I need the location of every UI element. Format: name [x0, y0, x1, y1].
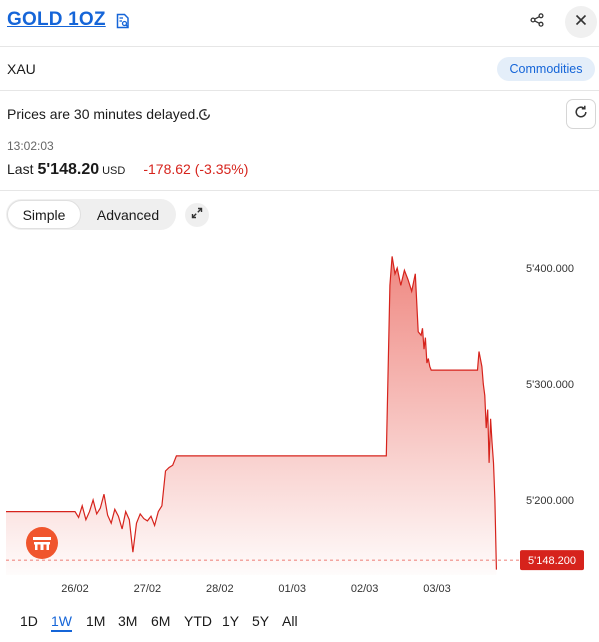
- x-tick-label: 28/02: [206, 583, 234, 595]
- range-ytd[interactable]: YTD: [184, 613, 212, 629]
- range-all[interactable]: All: [282, 613, 298, 629]
- quote-time: 13:02:03: [7, 139, 54, 153]
- y-tick-label: 5'400.000: [526, 263, 574, 275]
- last-price: 5'148.20: [37, 161, 100, 178]
- y-tick-label: 5'300.000: [526, 379, 574, 391]
- price-chart[interactable]: 5'400.000 5'300.000 5'200.000 26/02 27/02 28…: [0, 240, 599, 598]
- range-1y[interactable]: 1Y: [222, 613, 240, 629]
- x-tick-label: 27/02: [134, 583, 162, 595]
- expand-icon: [191, 206, 203, 224]
- share-icon: [530, 12, 544, 32]
- close-button[interactable]: [565, 6, 597, 38]
- range-3m[interactable]: 3M: [118, 613, 138, 629]
- last-label: Last: [7, 161, 34, 177]
- price-area: [6, 256, 497, 575]
- symbol-row: XAU Commodities: [0, 47, 599, 91]
- price-change: -178.62 (-3.35%): [143, 161, 249, 177]
- document-search-icon[interactable]: [116, 13, 130, 29]
- current-price-badge: [520, 550, 584, 571]
- range-6m[interactable]: 6M: [151, 613, 171, 629]
- range-1w[interactable]: 1W: [51, 613, 72, 632]
- x-tick-label: 02/03: [351, 583, 379, 595]
- share-button[interactable]: [521, 6, 553, 38]
- toggle-advanced[interactable]: Advanced: [96, 206, 160, 223]
- currency-label: USD: [102, 165, 126, 177]
- symbol-label: XAU: [7, 61, 36, 77]
- x-tick-label: 26/02: [61, 583, 89, 595]
- range-selector: 1D 1W 1M 3M 6M YTD 1Y 5Y All: [0, 611, 599, 633]
- x-tick-label: 01/03: [278, 583, 306, 595]
- toggle-simple[interactable]: Simple: [7, 200, 81, 229]
- category-badge[interactable]: Commodities: [497, 57, 595, 81]
- delay-notice: Prices are 30 minutes delayed.: [7, 106, 200, 122]
- clock-icon: [198, 108, 211, 126]
- range-1d[interactable]: 1D: [20, 613, 38, 629]
- page-title[interactable]: GOLD 1OZ: [7, 9, 106, 30]
- current-price-label: 5'148.200: [528, 555, 576, 567]
- price-line: [6, 256, 497, 570]
- y-tick-label: 5'200.000: [526, 495, 574, 507]
- view-toggle: Simple Advanced: [6, 199, 176, 230]
- last-price-row: Last 5'148.20 USD -178.62 (-3.35%): [7, 161, 248, 179]
- provider-logo-icon: [26, 527, 58, 559]
- refresh-icon: [574, 105, 588, 124]
- x-tick-label: 03/03: [423, 583, 451, 595]
- range-1m[interactable]: 1M: [86, 613, 106, 629]
- page-header: GOLD 1OZ: [0, 0, 599, 47]
- divider: [0, 190, 599, 191]
- refresh-button[interactable]: [566, 99, 596, 129]
- range-5y[interactable]: 5Y: [252, 613, 270, 629]
- close-icon: [575, 13, 587, 31]
- expand-button[interactable]: [185, 203, 209, 227]
